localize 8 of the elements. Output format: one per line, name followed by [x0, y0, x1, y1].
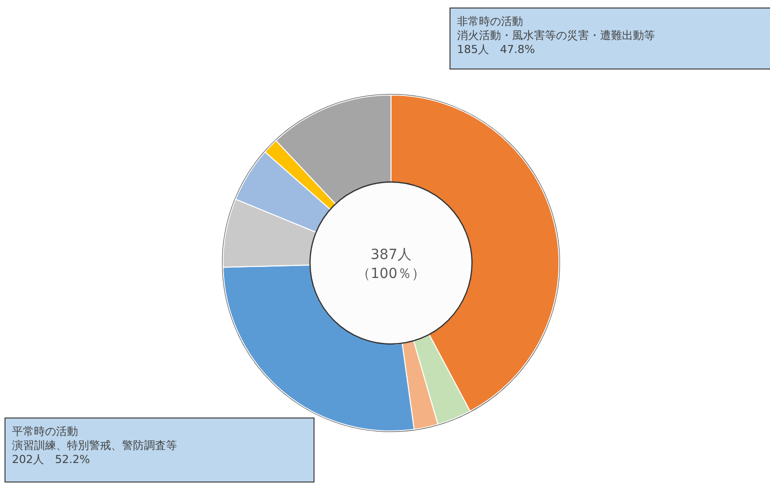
text: 185人 47.8%	[457, 43, 535, 56]
text: 消火活動・風水害等の災害・遭難出動等	[457, 29, 655, 42]
text: 平常時の活動	[12, 425, 78, 438]
text: 非常時の活動	[457, 15, 523, 28]
text: 387人	[370, 247, 412, 263]
text: 演習訓練、特別警戒、警防調査等	[12, 439, 177, 452]
text: （100％）	[356, 266, 426, 282]
text: 202人 52.2%	[12, 453, 90, 466]
